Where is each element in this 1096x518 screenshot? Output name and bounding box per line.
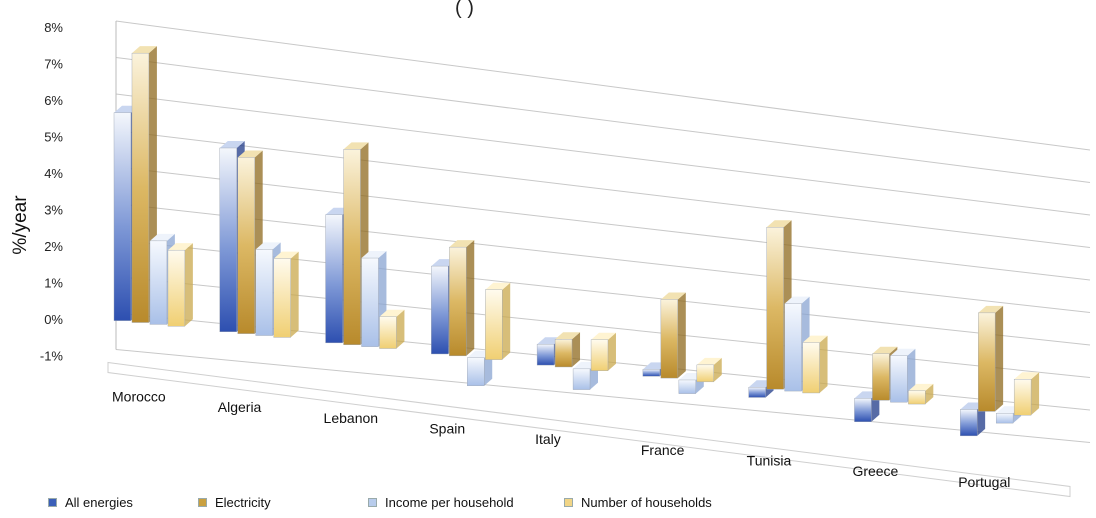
legend-item: Electricity <box>198 495 271 510</box>
category-label: Morocco <box>112 389 166 405</box>
legend-label: Number of households <box>581 495 712 510</box>
category-label: Portugal <box>958 474 1010 490</box>
category-label: Lebanon <box>324 410 379 426</box>
bar-number-of-households <box>167 243 193 327</box>
category-label: Tunisia <box>747 453 792 469</box>
gridline <box>115 349 1091 443</box>
gridline <box>115 203 1091 313</box>
legend-label: Electricity <box>215 495 271 510</box>
y-axis-label: %/year <box>10 195 31 255</box>
y-tick-label: 1% <box>44 276 63 291</box>
y-tick-label: 8% <box>44 20 63 35</box>
y-tick-label: -1% <box>40 349 64 364</box>
gridline <box>115 130 1091 248</box>
bar-electricity <box>978 305 1004 412</box>
category-label: Italy <box>535 431 561 447</box>
legend-swatch <box>564 498 573 507</box>
y-tick-label: 5% <box>44 130 63 145</box>
y-tick-label: 3% <box>44 203 63 218</box>
bar-number-of-households <box>908 383 934 405</box>
bar-number-of-households <box>696 357 722 383</box>
bar-electricity <box>660 292 686 379</box>
bar-electricity <box>449 240 475 357</box>
bar-number-of-households <box>379 309 405 349</box>
legend-swatch <box>48 498 57 507</box>
bar-electricity <box>554 332 581 368</box>
legend-swatch <box>198 498 207 507</box>
bar-number-of-households <box>1013 372 1040 416</box>
y-tick-label: 6% <box>44 93 63 108</box>
gridline <box>115 166 1091 281</box>
legend-label: All energies <box>65 495 133 510</box>
category-label: Greece <box>852 463 898 479</box>
y-tick-label: 2% <box>44 239 63 254</box>
y-axis-ticks: -1% 0% 1% 2% 3% 4% 5% 6% 7% 8% <box>40 20 64 364</box>
legend-item: All energies <box>48 495 133 510</box>
gridline <box>115 57 1091 183</box>
bar-number-of-households <box>485 282 511 360</box>
y-tick-label: 4% <box>44 166 63 181</box>
bar-number-of-households <box>273 251 299 338</box>
bars <box>113 46 1040 437</box>
gridline <box>115 20 1091 151</box>
title-fragment: ( ) <box>455 0 474 19</box>
category-label: Algeria <box>218 399 262 415</box>
legend-swatch <box>368 498 377 507</box>
bar-number-of-households <box>802 335 828 394</box>
chart-floor <box>107 361 1071 498</box>
bar-income-per-household <box>467 350 493 386</box>
legend-item: Number of households <box>564 495 712 510</box>
legend-item: Income per household <box>368 495 514 510</box>
legend-label: Income per household <box>385 495 514 510</box>
y-tick-label: 7% <box>44 57 63 72</box>
category-label: Spain <box>429 421 465 437</box>
x-axis-categories: Morocco Algeria Lebanon Spain Italy France Tun… <box>112 389 1010 490</box>
bar-number-of-households <box>590 332 616 371</box>
category-label: France <box>641 442 685 458</box>
gridline <box>115 93 1091 216</box>
y-tick-label: 0% <box>44 312 63 327</box>
